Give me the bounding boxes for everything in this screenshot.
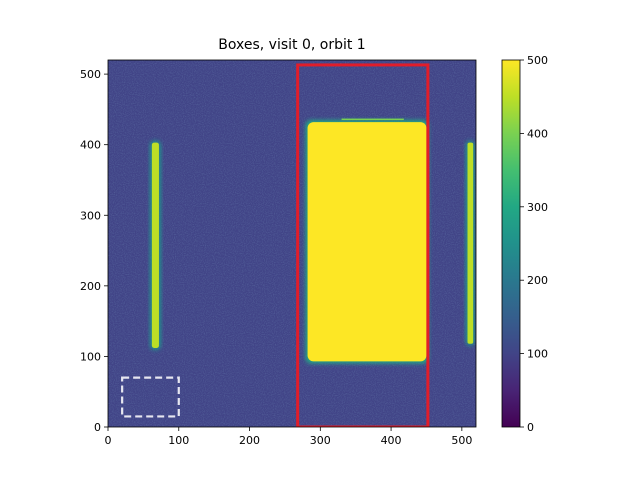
background-box — [121, 376, 180, 418]
x-tick-label: 400 — [381, 434, 402, 447]
y-tick-label: 0 — [94, 421, 101, 434]
colorbar-tick-label: 400 — [527, 127, 548, 140]
plot-frame — [107, 59, 477, 428]
region-main-spectrum — [307, 122, 427, 362]
colorbar — [501, 59, 521, 428]
faint-line — [341, 118, 404, 121]
x-tick-label: 100 — [168, 434, 189, 447]
x-tick-label: 200 — [239, 434, 260, 447]
colorbar-tick-label: 500 — [527, 54, 548, 67]
x-tick-label: 300 — [310, 434, 331, 447]
y-tick-label: 500 — [80, 68, 101, 81]
y-tick-label: 300 — [80, 209, 101, 222]
chart-title: Boxes, visit 0, orbit 1 — [218, 37, 365, 53]
colorbar-tick-label: 100 — [527, 348, 548, 361]
y-tick-label: 200 — [80, 280, 101, 293]
plot-area — [108, 60, 476, 427]
colorbar-tick-label: 0 — [527, 421, 534, 434]
y-tick-label: 400 — [80, 139, 101, 152]
region-right-stripe — [467, 142, 474, 344]
colorbar-tick-label: 200 — [527, 274, 548, 287]
x-tick-label: 0 — [105, 434, 112, 447]
y-tick-label: 100 — [80, 350, 101, 363]
x-tick-label: 500 — [451, 434, 472, 447]
colorbar-tick-label: 300 — [527, 201, 548, 214]
region-left-stripe — [151, 142, 159, 348]
